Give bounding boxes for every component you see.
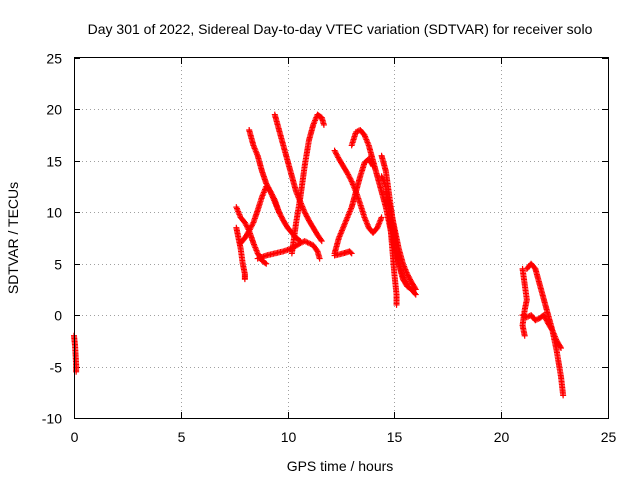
data-point <box>412 286 419 293</box>
tick-labels: 0 5 10 15 20 25 -10 -5 0 5 10 15 20 25 <box>42 51 617 446</box>
data-point <box>262 259 269 266</box>
data-point <box>548 326 555 333</box>
x-tick-label: 25 <box>601 429 617 445</box>
y-tick-label: 25 <box>46 51 62 67</box>
data-point <box>320 121 327 128</box>
data-point <box>560 392 567 399</box>
data-point <box>316 255 323 262</box>
series-arc-11 <box>331 248 355 259</box>
data-point <box>557 343 564 350</box>
plot-frame <box>74 57 609 419</box>
series-arc-16 <box>519 265 530 339</box>
data-marks <box>71 111 567 399</box>
x-tick-label: 10 <box>281 429 297 445</box>
data-point <box>378 214 385 221</box>
x-tick-label: 5 <box>178 429 186 445</box>
y-tick-label: 20 <box>46 102 62 118</box>
series-arc-05 <box>237 183 283 247</box>
data-point <box>393 301 400 308</box>
series-arc-02 <box>233 204 270 267</box>
data-point <box>318 238 325 245</box>
series-arc-18 <box>519 312 565 352</box>
data-point <box>347 249 354 256</box>
data-point <box>271 195 278 202</box>
x-tick-label: 15 <box>387 429 403 445</box>
data-point <box>276 209 283 216</box>
y-tick-label: -5 <box>50 360 63 376</box>
y-tick-label: 15 <box>46 154 62 170</box>
y-tick-label: 5 <box>54 257 62 273</box>
y-axis-title: SDTVAR / TECUs <box>5 182 21 294</box>
data-point <box>249 220 256 227</box>
x-tick-label: 0 <box>71 429 79 445</box>
series-arc-08 <box>288 111 327 257</box>
series-arc-10 <box>331 155 377 257</box>
data-point <box>317 236 324 243</box>
series-arc-07 <box>271 111 325 245</box>
series-arc-03 <box>233 224 248 283</box>
data-point <box>241 276 248 283</box>
y-tick-label: 0 <box>54 308 62 324</box>
series-arc-17 <box>523 260 567 399</box>
chart-title: Day 301 of 2022, Sidereal Day-to-day VTE… <box>88 21 593 37</box>
data-point <box>411 290 418 297</box>
data-point <box>521 332 528 339</box>
y-tick-label: -10 <box>42 411 62 427</box>
data-point <box>412 291 419 298</box>
y-tick-label: 10 <box>46 205 62 221</box>
data-point <box>313 247 320 254</box>
data-point <box>558 345 565 352</box>
x-tick-label: 20 <box>494 429 510 445</box>
data-point <box>412 285 419 292</box>
data-point <box>347 177 354 184</box>
x-axis-title: GPS time / hours <box>287 458 394 474</box>
data-point <box>348 250 355 257</box>
data-point <box>263 260 270 267</box>
series-arc-15 <box>382 188 419 293</box>
